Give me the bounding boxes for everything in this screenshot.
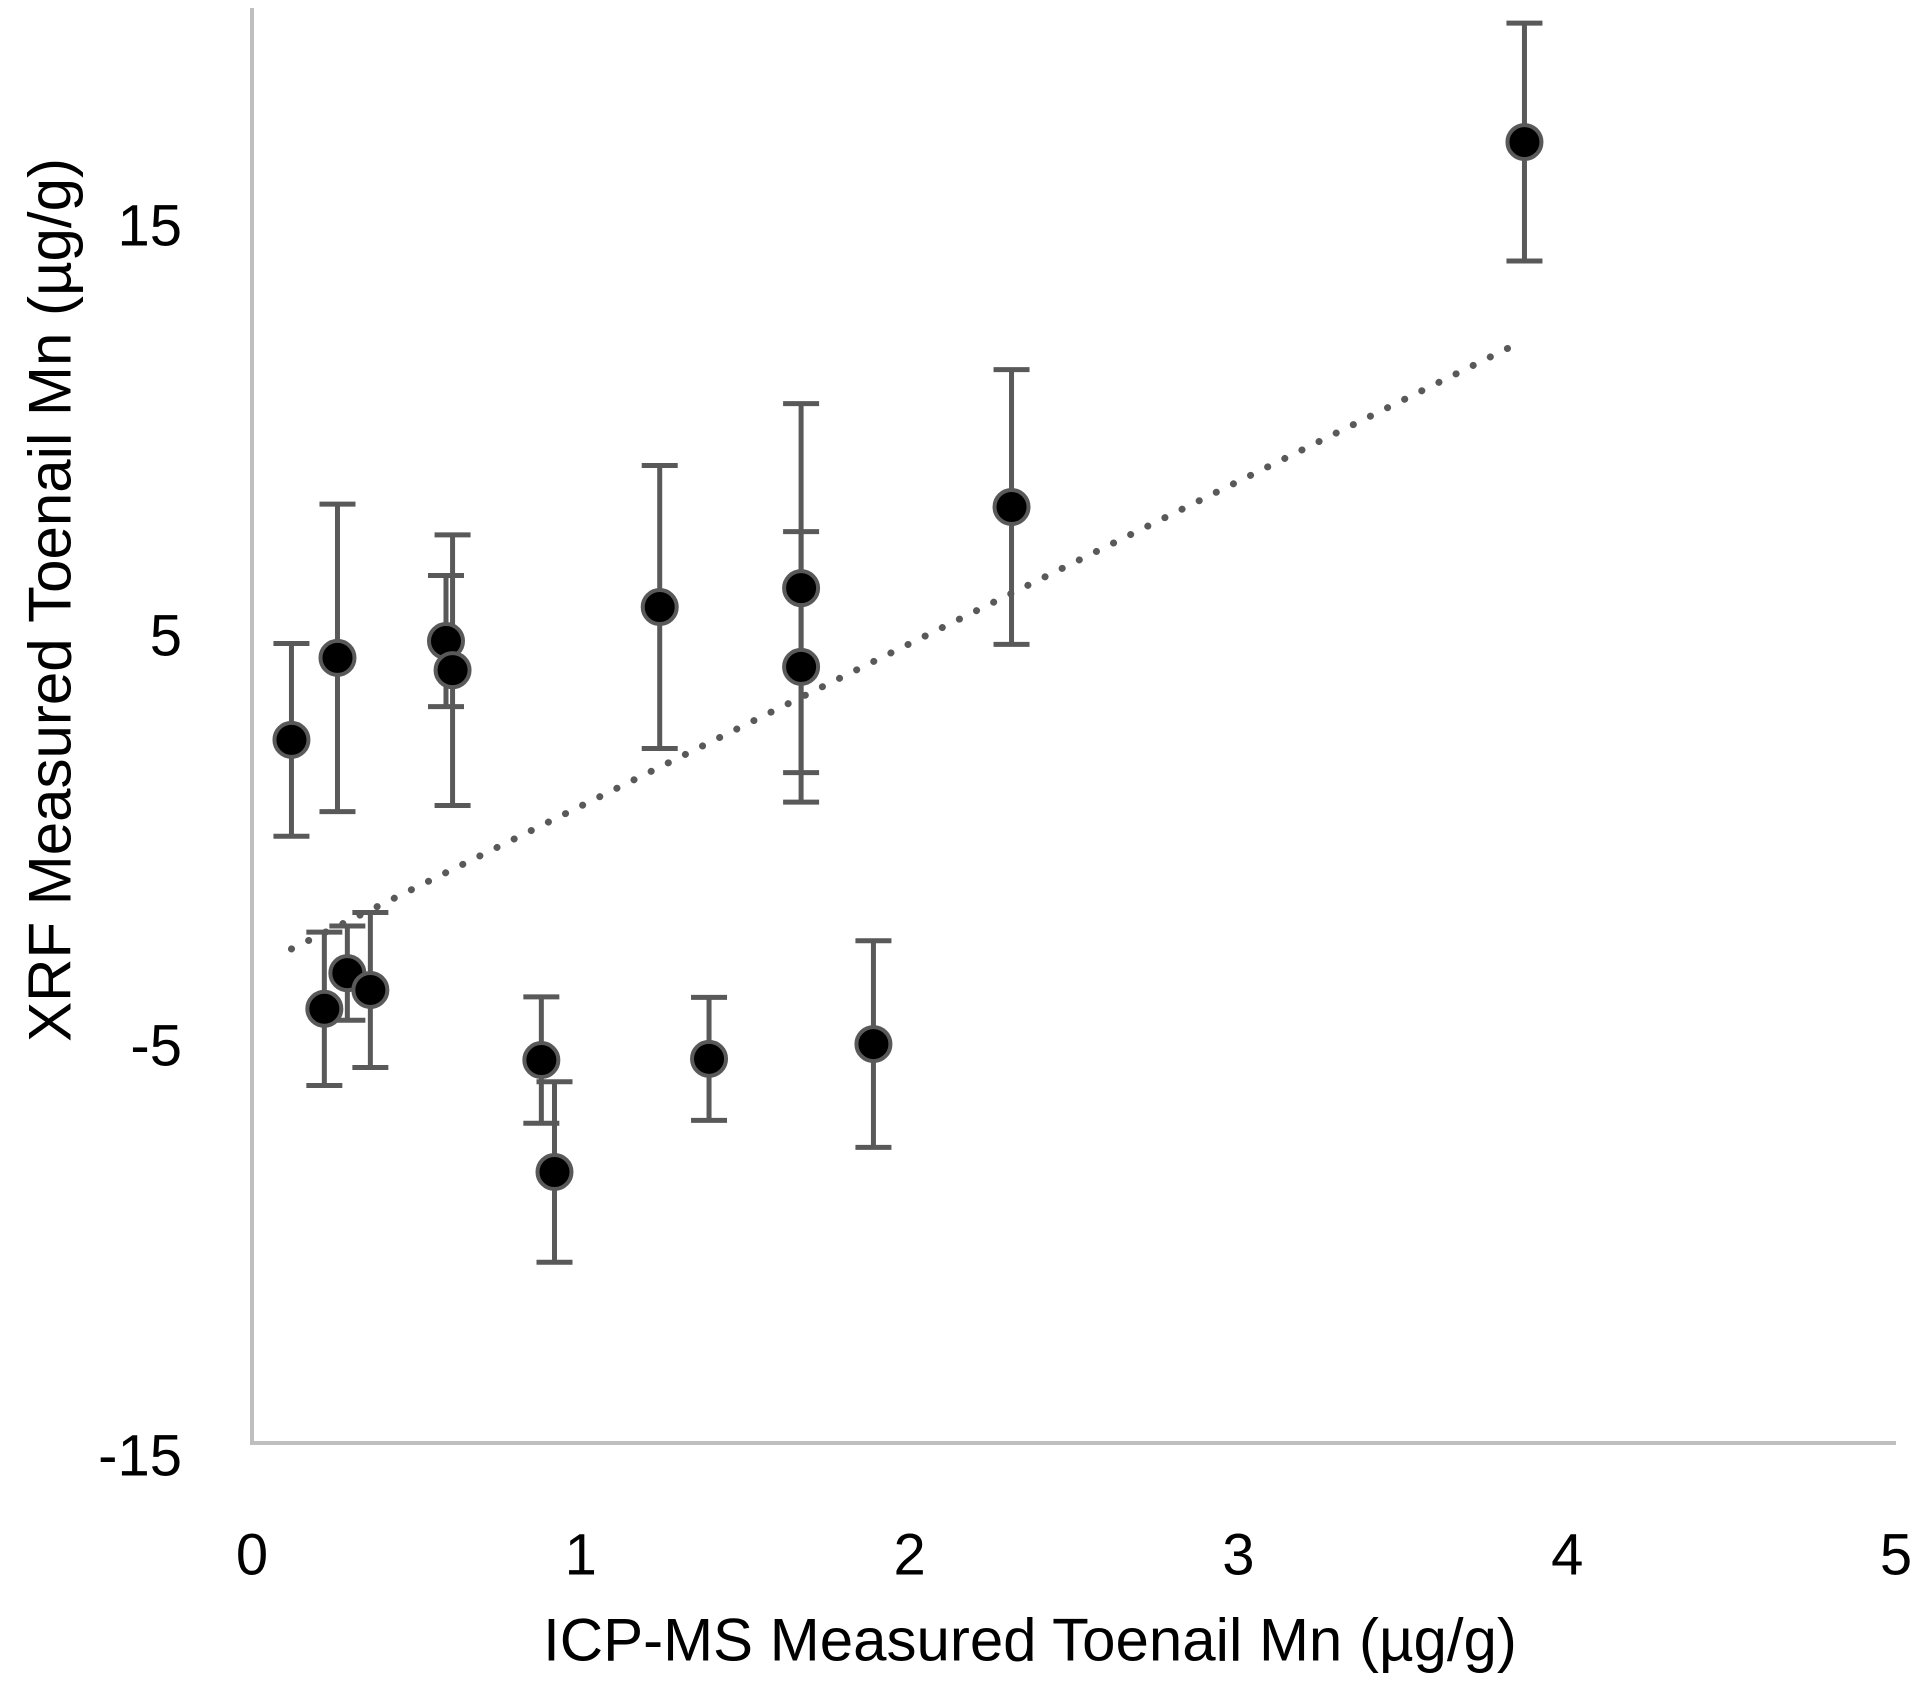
data-point <box>433 651 472 690</box>
axes <box>250 8 1896 1445</box>
data-point <box>992 487 1031 526</box>
x-tick-labels: 0 1 2 3 4 5 <box>236 1523 1912 1588</box>
y-tick-label: 15 <box>117 194 182 259</box>
data-point <box>305 989 344 1028</box>
x-tick-label: 1 <box>565 1523 597 1588</box>
x-tick-label: 2 <box>893 1523 925 1588</box>
data-point <box>351 970 390 1009</box>
x-tick-label: 0 <box>236 1523 268 1588</box>
data-point <box>522 1041 561 1080</box>
x-tick-label: 4 <box>1551 1523 1583 1588</box>
data-point <box>690 1039 729 1078</box>
data-point <box>782 647 821 686</box>
data-point <box>1505 123 1544 162</box>
data-point <box>640 588 679 627</box>
trendline-group <box>287 336 1528 953</box>
x-axis-title: ICP-MS Measured Toenail Mn (µg/g) <box>543 1607 1517 1674</box>
trendline <box>287 336 1528 953</box>
data-point <box>272 720 311 759</box>
y-axis-title: XRF Measured Toenail Mn (µg/g) <box>17 158 84 1042</box>
x-tick-label: 3 <box>1222 1523 1254 1588</box>
data-point <box>782 569 821 608</box>
y-tick-labels: -15 -5 5 15 <box>98 194 182 1489</box>
data-points <box>272 123 1544 1191</box>
data-point <box>535 1152 574 1191</box>
y-tick-label: 5 <box>150 604 182 669</box>
x-tick-label: 5 <box>1880 1523 1912 1588</box>
y-tick-label: -15 <box>98 1424 182 1489</box>
data-point <box>318 638 357 677</box>
y-tick-label: -5 <box>130 1014 182 1079</box>
data-point <box>854 1025 893 1064</box>
